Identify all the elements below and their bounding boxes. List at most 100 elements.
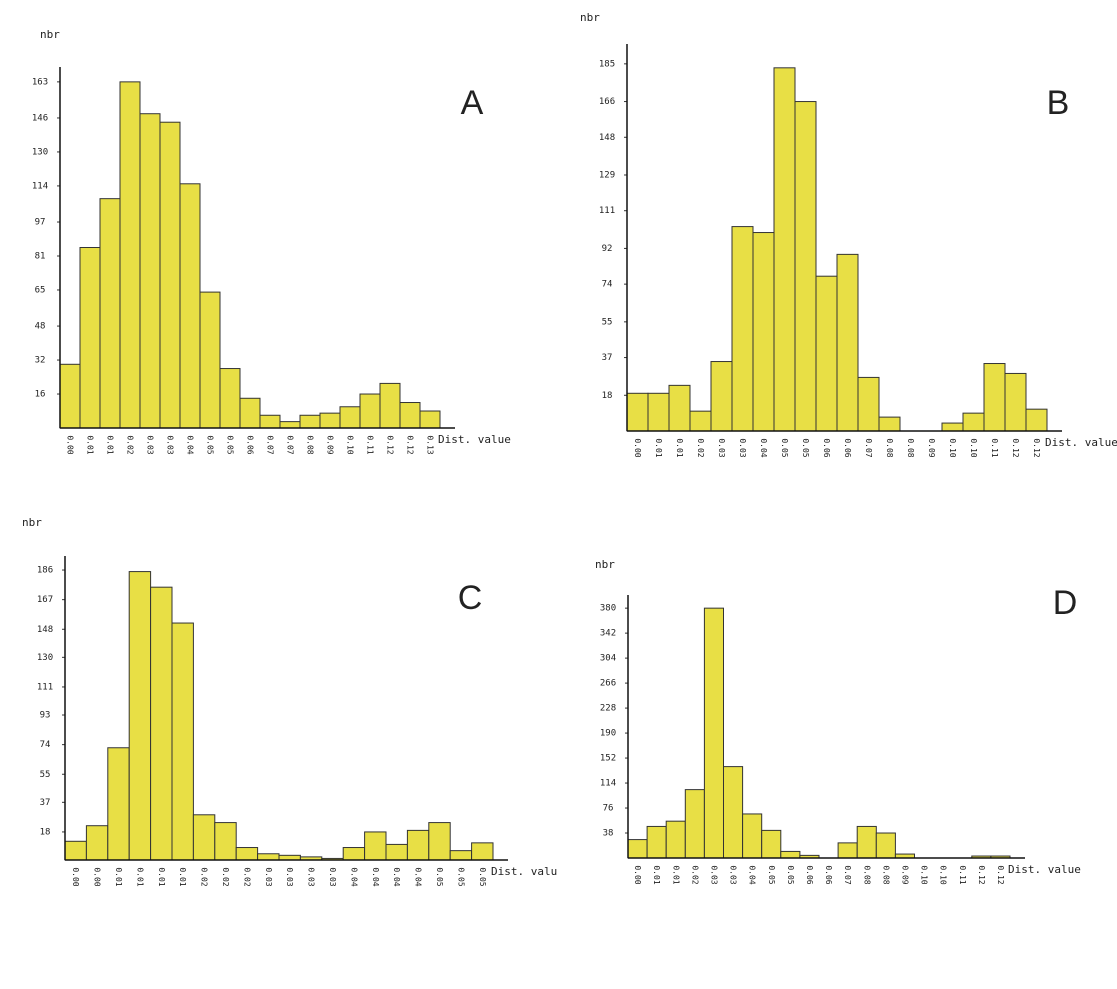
y-tick-label: 167 [37, 595, 53, 605]
x-tick-label: 0.12 [1032, 438, 1041, 457]
x-tick-label: 0.10 [969, 438, 978, 457]
x-tick-label: 0.05 [478, 867, 487, 886]
bar [343, 848, 364, 860]
y-tick-label: 146 [32, 113, 48, 123]
bar [795, 102, 816, 431]
bar [724, 767, 743, 858]
x-tick-label: 0.02 [690, 865, 699, 884]
y-tick-label: 48 [35, 322, 46, 332]
x-tick-label: 0.08 [862, 865, 871, 884]
y-tick-label: 152 [600, 754, 616, 764]
bar [108, 748, 129, 860]
x-tick-label: 0.01 [671, 865, 680, 884]
x-tick-label: 0.00 [93, 867, 102, 886]
x-tick-label: 0.12 [977, 865, 986, 884]
bar [120, 82, 140, 428]
y-tick-label: 190 [600, 729, 616, 739]
bar [200, 292, 220, 428]
chart-page: 0.00 0.01 0.01 0.02 0.03 0.03 0.04 0.05 0.05 0.06… [0, 0, 1117, 989]
y-tick-label: 76 [603, 804, 614, 814]
x-tick-label: 0.02 [200, 867, 209, 886]
x-tick-label: 0.10 [939, 865, 948, 884]
x-tick-label: 0.01 [157, 867, 166, 886]
x-tick-label: 0.05 [780, 438, 789, 457]
bar [193, 815, 214, 860]
x-tick-label: 0.09 [927, 438, 936, 457]
y-tick-label: 55 [602, 317, 613, 327]
y-tick-label: 18 [40, 827, 51, 837]
x-tick-label: 0.12 [996, 865, 1005, 884]
x-tick-label: 0.08 [306, 435, 315, 454]
bar [400, 403, 420, 428]
y-tick-label: 97 [35, 218, 46, 228]
y-tick-label: 74 [40, 740, 51, 750]
x-tick-label: 0.02 [221, 867, 230, 886]
x-axis-label: Dist. value [1045, 436, 1117, 449]
x-tick-label: 0.01 [652, 865, 661, 884]
y-tick-label: 304 [600, 654, 616, 664]
x-tick-label: 0.03 [709, 865, 718, 884]
x-tick-label: 0.01 [654, 438, 663, 457]
x-tick-label: 0.11 [366, 435, 375, 454]
y-tick-label: 55 [40, 770, 51, 780]
y-tick-label: 130 [32, 147, 48, 157]
y-tick-label: 114 [32, 181, 48, 191]
panel-letter: B [1047, 84, 1070, 122]
y-tick-label: 114 [600, 779, 616, 789]
y-tick-label: 38 [603, 829, 614, 839]
x-tick-label: 0.10 [920, 865, 929, 884]
x-tick-label: 0.03 [307, 867, 316, 886]
x-tick-label: 0.00 [71, 867, 80, 886]
x-tick-label: 0.04 [414, 867, 423, 886]
bar [628, 840, 647, 858]
y-tick-label: 16 [35, 390, 46, 400]
x-tick-label: 0.03 [729, 865, 738, 884]
x-axis-label: Dist. value [438, 433, 511, 446]
x-tick-label: 0.01 [114, 867, 123, 886]
x-tick-label: 0.03 [146, 435, 155, 454]
bar [685, 790, 704, 858]
x-tick-label: 0.05 [786, 865, 795, 884]
bar [407, 830, 428, 860]
x-axis-label: Dist. value [1008, 863, 1081, 876]
bar [781, 851, 800, 858]
x-tick-label: 0.06 [805, 865, 814, 884]
x-tick-label: 0.12 [406, 435, 415, 454]
y-tick-label: 111 [37, 682, 53, 692]
x-tick-label: 0.12 [386, 435, 395, 454]
y-tick-label: 148 [37, 625, 53, 635]
x-tick-label: 0.01 [86, 435, 95, 454]
bar [180, 184, 200, 428]
bar [450, 851, 471, 860]
bar [280, 422, 300, 428]
y-axis-label: nbr [580, 11, 600, 24]
bar [140, 114, 160, 428]
bar [876, 833, 895, 858]
x-tick-label: 0.08 [885, 438, 894, 457]
bar [240, 398, 260, 428]
bar [258, 854, 279, 860]
bar [320, 413, 340, 428]
x-tick-label: 0.10 [346, 435, 355, 454]
bar [879, 417, 900, 431]
y-tick-label: 74 [602, 280, 613, 290]
bar [386, 844, 407, 860]
bar [100, 199, 120, 428]
bar [129, 572, 150, 860]
x-tick-label: 0.12 [1011, 438, 1020, 457]
bar [236, 848, 257, 860]
x-tick-label: 0.05 [206, 435, 215, 454]
bar [160, 122, 180, 428]
y-axis-label: nbr [40, 28, 60, 41]
bar [365, 832, 386, 860]
x-tick-label: 0.06 [822, 438, 831, 457]
bar [360, 394, 380, 428]
y-tick-label: 18 [602, 391, 613, 401]
y-tick-label: 148 [599, 133, 615, 143]
y-tick-label: 93 [40, 711, 51, 721]
bar [627, 393, 648, 431]
bar [743, 814, 762, 858]
y-tick-label: 81 [35, 251, 46, 261]
y-tick-label: 163 [32, 77, 48, 87]
bar [666, 821, 685, 858]
